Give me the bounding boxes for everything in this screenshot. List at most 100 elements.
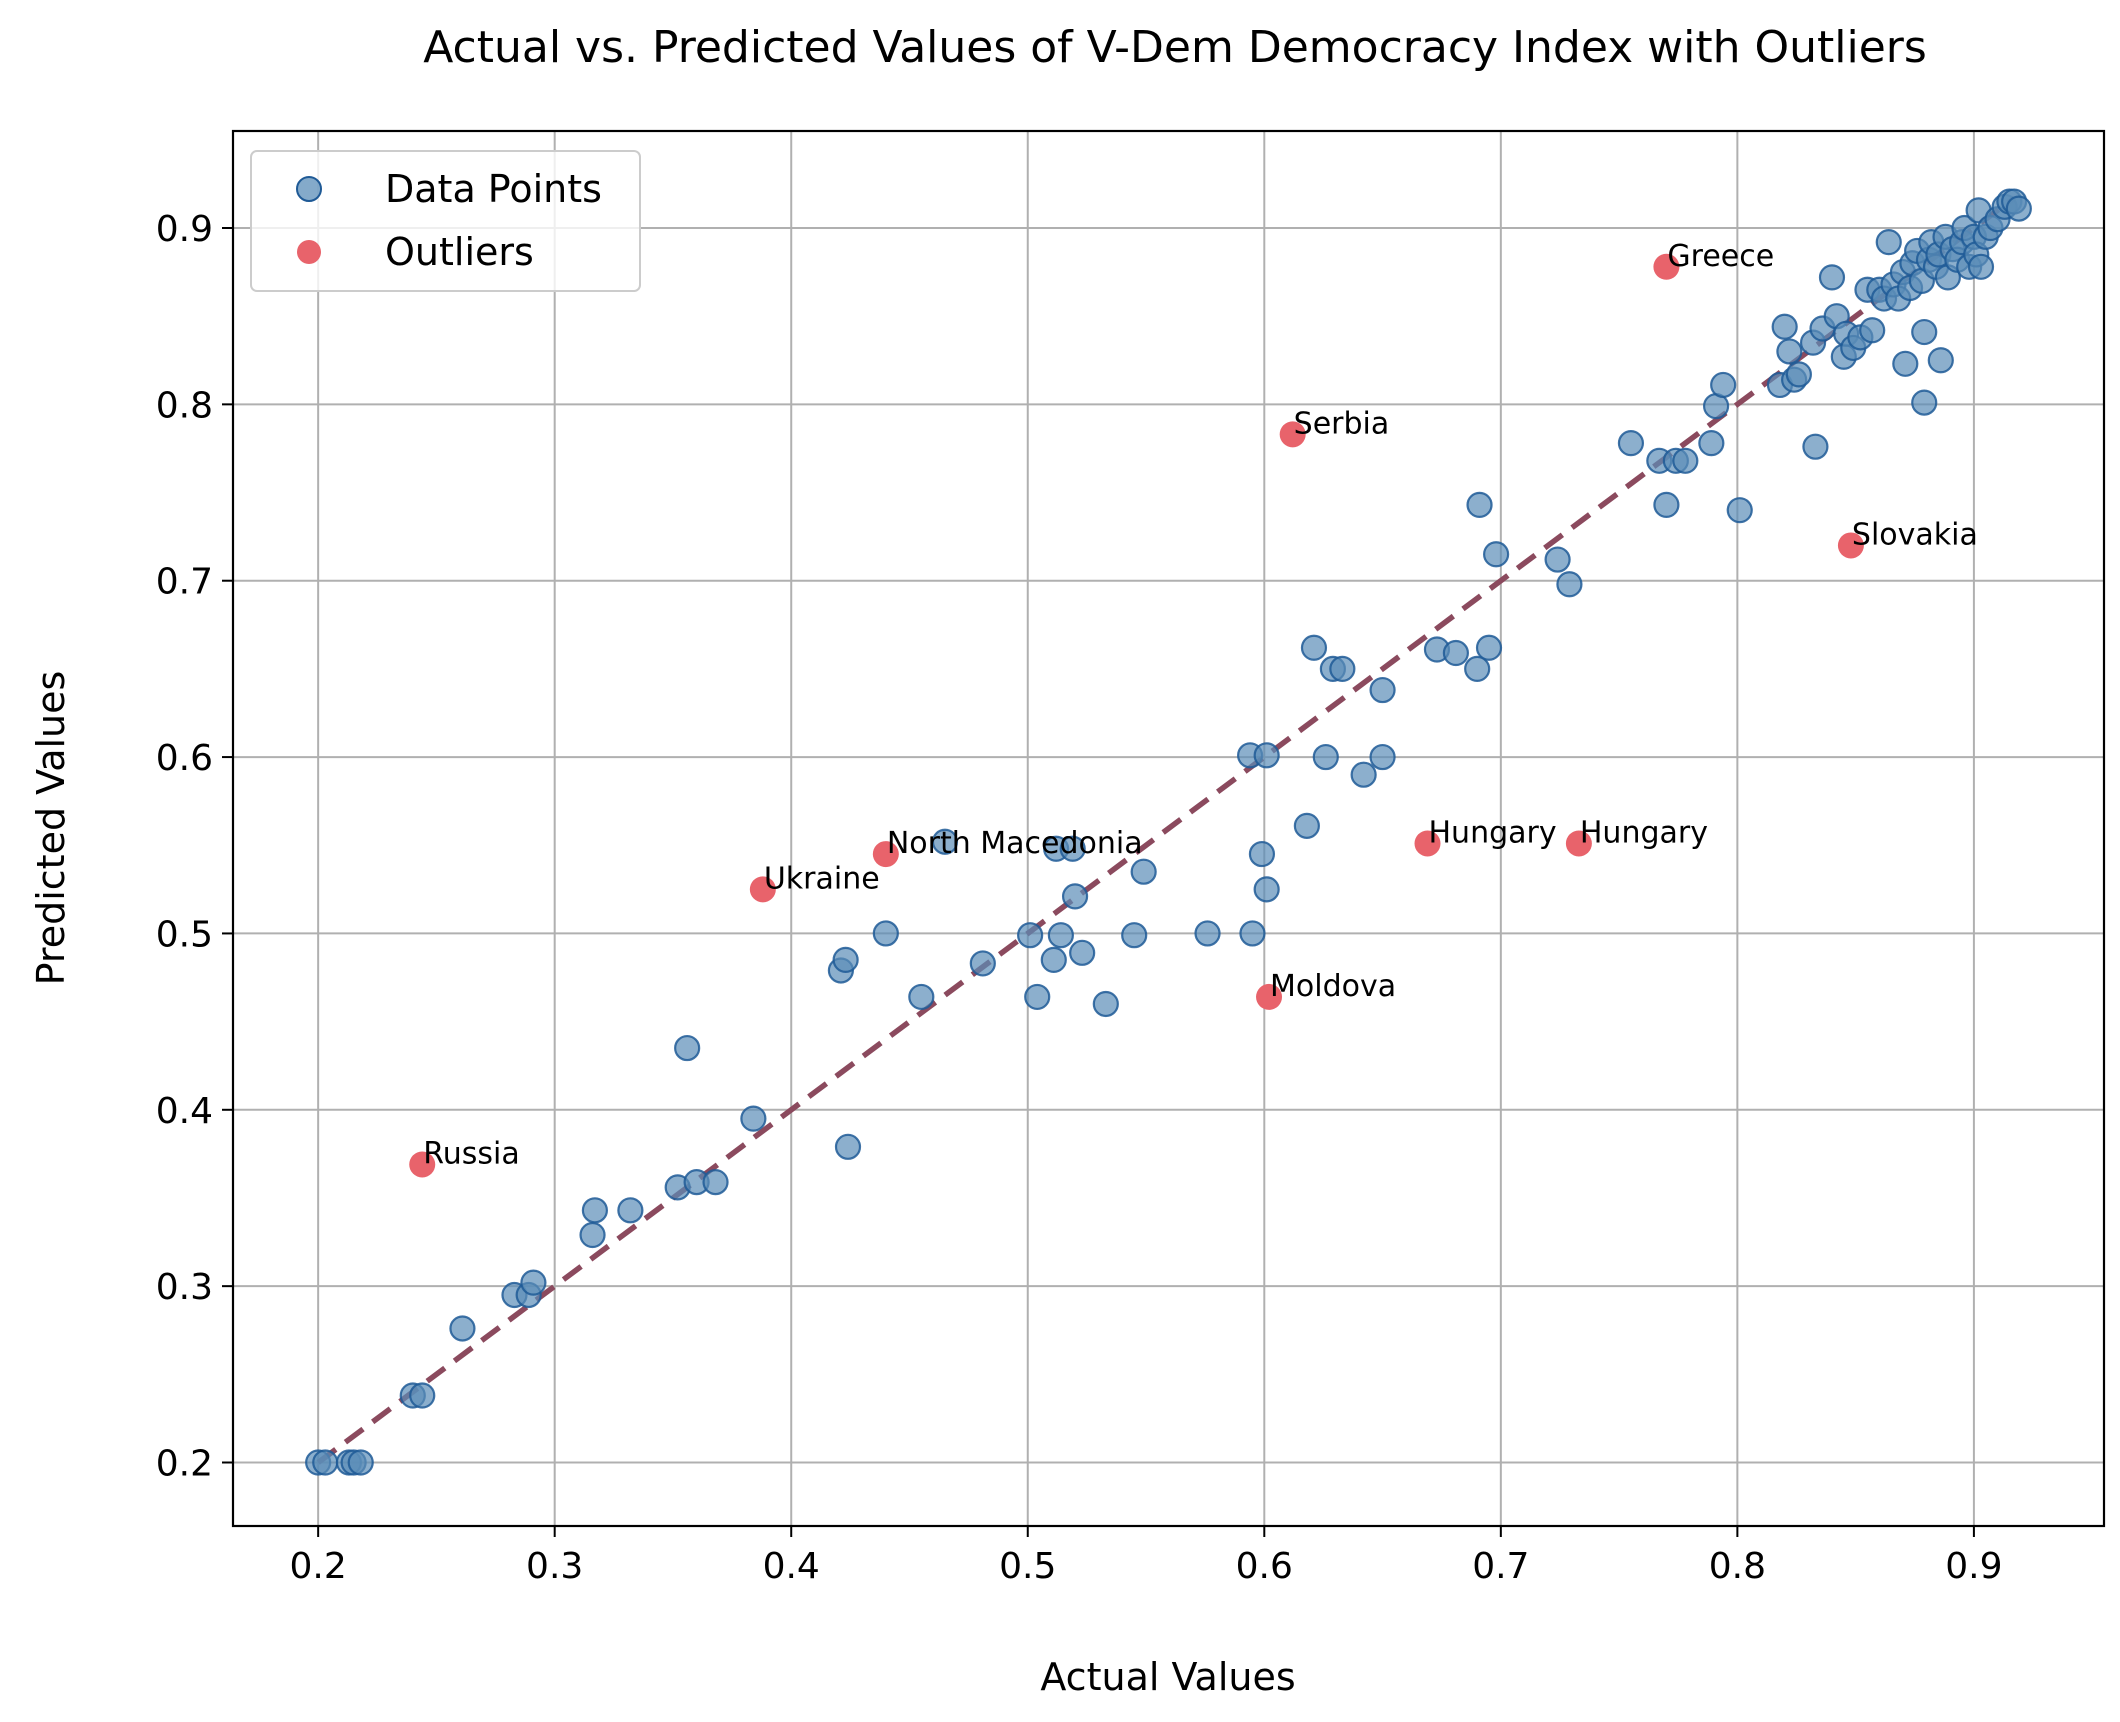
data-point bbox=[1061, 883, 1089, 910]
chart-title: Actual vs. Predicted Values of V-Dem Dem… bbox=[423, 22, 1927, 73]
data-point bbox=[1312, 743, 1339, 771]
data-point bbox=[674, 1034, 701, 1062]
data-point bbox=[1369, 743, 1396, 771]
data-point bbox=[1130, 858, 1157, 885]
data-point bbox=[347, 1449, 374, 1476]
grid-lines bbox=[233, 131, 2104, 1526]
data-point bbox=[1464, 655, 1491, 682]
data-point bbox=[1911, 389, 1938, 416]
data-point bbox=[1059, 835, 1086, 862]
outlier-label: Russia bbox=[423, 1136, 520, 1171]
outlier-point bbox=[1565, 830, 1592, 857]
y-tick-label: 0.6 bbox=[156, 738, 213, 779]
data-point bbox=[520, 1269, 547, 1296]
data-point bbox=[832, 946, 859, 973]
x-tick-label: 0.8 bbox=[1709, 1546, 1766, 1587]
outlier-label: Hungary bbox=[1429, 815, 1557, 850]
data-point bbox=[1710, 371, 1737, 399]
x-tick-label: 0.6 bbox=[1236, 1546, 1293, 1587]
x-tick-label: 0.5 bbox=[999, 1546, 1056, 1587]
data-point bbox=[1911, 318, 1938, 346]
data-point bbox=[872, 920, 899, 947]
data-point bbox=[834, 1133, 862, 1160]
data-point bbox=[1121, 922, 1148, 949]
x-tick-label: 0.3 bbox=[526, 1546, 583, 1587]
legend-marker-outliers bbox=[297, 240, 321, 264]
data-point bbox=[581, 1197, 609, 1224]
legend-label-data-points: Data Points bbox=[385, 167, 602, 211]
data-point bbox=[1069, 939, 1096, 966]
data-point bbox=[931, 828, 959, 855]
data-point bbox=[1726, 497, 1753, 524]
data-point bbox=[1776, 338, 1803, 365]
data-point bbox=[1544, 546, 1571, 573]
data-point bbox=[579, 1221, 606, 1249]
data-point bbox=[1475, 634, 1503, 661]
y-tick-label: 0.4 bbox=[156, 1091, 213, 1132]
x-axis-label: Actual Values bbox=[1040, 1655, 1295, 1699]
data-point bbox=[1875, 229, 1902, 256]
data-point bbox=[1293, 812, 1320, 839]
x-axis-ticks: 0.2 0.3 0.4 0.5 0.6 0.7 0.8 0.9 bbox=[290, 1526, 2003, 1587]
y-tick-label: 0.9 bbox=[156, 209, 213, 250]
data-point bbox=[1802, 433, 1829, 460]
data-point bbox=[1967, 253, 1995, 280]
data-point bbox=[449, 1315, 476, 1342]
data-point bbox=[2005, 195, 2032, 222]
y-axis-ticks: 0.2 0.3 0.4 0.5 0.6 0.7 0.8 0.9 bbox=[156, 209, 233, 1485]
data-point bbox=[1653, 491, 1680, 518]
data-point bbox=[1556, 571, 1583, 598]
data-point bbox=[1672, 447, 1699, 474]
data-point bbox=[1466, 491, 1493, 518]
outlier-point bbox=[749, 876, 776, 903]
legend-label-outliers: Outliers bbox=[385, 230, 534, 274]
outlier-label: Ukraine bbox=[764, 861, 880, 896]
y-tick-label: 0.7 bbox=[156, 562, 213, 603]
outlier-label: Slovakia bbox=[1852, 517, 1978, 552]
data-point bbox=[1253, 876, 1280, 903]
data-points-layer bbox=[305, 188, 2032, 1476]
y-tick-label: 0.5 bbox=[156, 914, 213, 955]
data-point bbox=[1771, 313, 1798, 340]
outlier-point bbox=[1256, 983, 1283, 1010]
data-point bbox=[1092, 990, 1119, 1018]
data-point bbox=[1040, 946, 1067, 973]
data-point bbox=[1239, 920, 1266, 947]
ideal-fit-line bbox=[316, 195, 2016, 1465]
data-point bbox=[740, 1105, 767, 1132]
outlier-label: Moldova bbox=[1270, 969, 1396, 1004]
data-point bbox=[617, 1197, 644, 1224]
data-point bbox=[1350, 761, 1377, 788]
plot-frame bbox=[231, 129, 2106, 1528]
data-point bbox=[1329, 655, 1356, 682]
y-tick-label: 0.2 bbox=[156, 1444, 213, 1485]
data-point bbox=[1892, 350, 1919, 377]
data-point bbox=[1024, 983, 1051, 1011]
data-point bbox=[1617, 430, 1645, 457]
outlier-point bbox=[409, 1151, 436, 1178]
data-point bbox=[1927, 347, 1954, 374]
outlier-label: North Macedonia bbox=[887, 826, 1143, 861]
data-point bbox=[1859, 317, 1886, 344]
data-point bbox=[1369, 676, 1396, 704]
data-point bbox=[702, 1168, 729, 1196]
x-tick-label: 0.4 bbox=[763, 1546, 820, 1587]
outlier-point bbox=[872, 841, 899, 868]
data-point bbox=[1194, 920, 1221, 947]
data-point bbox=[969, 950, 996, 977]
data-point bbox=[1253, 742, 1280, 769]
data-point bbox=[1442, 639, 1469, 667]
outlier-label: Hungary bbox=[1580, 815, 1708, 850]
data-point bbox=[1785, 361, 1812, 388]
legend: Data Points Outliers bbox=[250, 150, 641, 292]
outlier-point bbox=[1414, 830, 1441, 857]
outlier-label: Greece bbox=[1667, 239, 1774, 274]
outlier-point bbox=[1837, 532, 1864, 559]
x-tick-label: 0.9 bbox=[1945, 1546, 2002, 1587]
reference-line-layer bbox=[316, 195, 2016, 1465]
data-point bbox=[1017, 922, 1044, 949]
data-point bbox=[1248, 840, 1276, 868]
y-tick-label: 0.8 bbox=[156, 385, 213, 426]
